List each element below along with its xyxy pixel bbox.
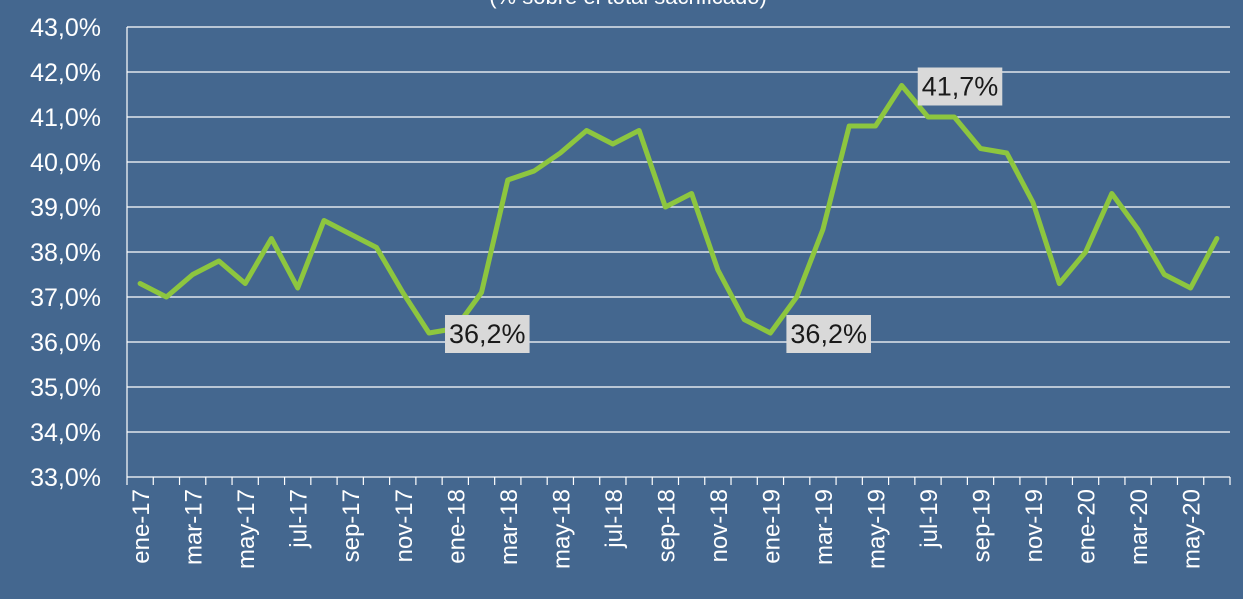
- y-tick-label: 35,0%: [30, 374, 101, 402]
- x-tick-label: jul-19: [916, 489, 943, 549]
- line-series: [137, 83, 1220, 336]
- x-tick-label: jul-17: [286, 489, 313, 549]
- data-label: 41,7%: [917, 67, 1003, 106]
- y-tick-label: 37,0%: [30, 284, 101, 312]
- x-tick-label: nov-17: [391, 489, 418, 562]
- y-tick-label: 34,0%: [30, 419, 101, 447]
- data-label-box: [917, 67, 1003, 106]
- data-label-text: 36,2%: [790, 319, 867, 349]
- data-label-box: [445, 315, 530, 353]
- y-tick-label: 42,0%: [30, 59, 101, 87]
- y-tick-label: 33,0%: [30, 464, 101, 492]
- y-tick-label: 39,0%: [30, 194, 101, 222]
- y-tick-label: 36,0%: [30, 329, 101, 357]
- data-label-box: [786, 315, 871, 353]
- x-tick-label: sep-17: [338, 489, 365, 562]
- data-label: 36,2%: [786, 315, 871, 353]
- x-tick-label: sep-19: [969, 489, 996, 562]
- data-label: 36,2%: [445, 315, 530, 353]
- x-tick-label: ene-20: [1074, 489, 1101, 564]
- x-tick-label: mar-20: [1126, 489, 1153, 565]
- x-tick-label: ene-19: [758, 489, 785, 564]
- x-tick-label: may-20: [1179, 489, 1206, 569]
- x-tick-label: ene-17: [128, 489, 155, 564]
- x-tick-label: mar-18: [496, 489, 523, 565]
- x-tick-label: ene-18: [443, 489, 470, 564]
- data-label-text: 41,7%: [922, 72, 999, 102]
- x-tick-label: sep-18: [653, 489, 680, 562]
- chart-subtitle: (% sobre el total sacrificado): [489, 0, 767, 9]
- x-tick-label: may-19: [863, 489, 890, 569]
- x-tick-label: jul-18: [601, 489, 628, 549]
- x-tick-label: may-17: [233, 489, 260, 569]
- x-tick-label: may-18: [548, 489, 575, 569]
- y-tick-label: 40,0%: [30, 149, 101, 177]
- x-tick-label: nov-18: [706, 489, 733, 562]
- data-label-text: 36,2%: [449, 319, 526, 349]
- y-tick-label: 41,0%: [30, 104, 101, 132]
- x-tick-label: nov-19: [1021, 489, 1048, 562]
- x-tick-label: mar-19: [811, 489, 838, 565]
- y-tick-label: 38,0%: [30, 239, 101, 267]
- y-tick-label: 43,0%: [30, 14, 101, 42]
- x-tick-label: mar-17: [181, 489, 208, 565]
